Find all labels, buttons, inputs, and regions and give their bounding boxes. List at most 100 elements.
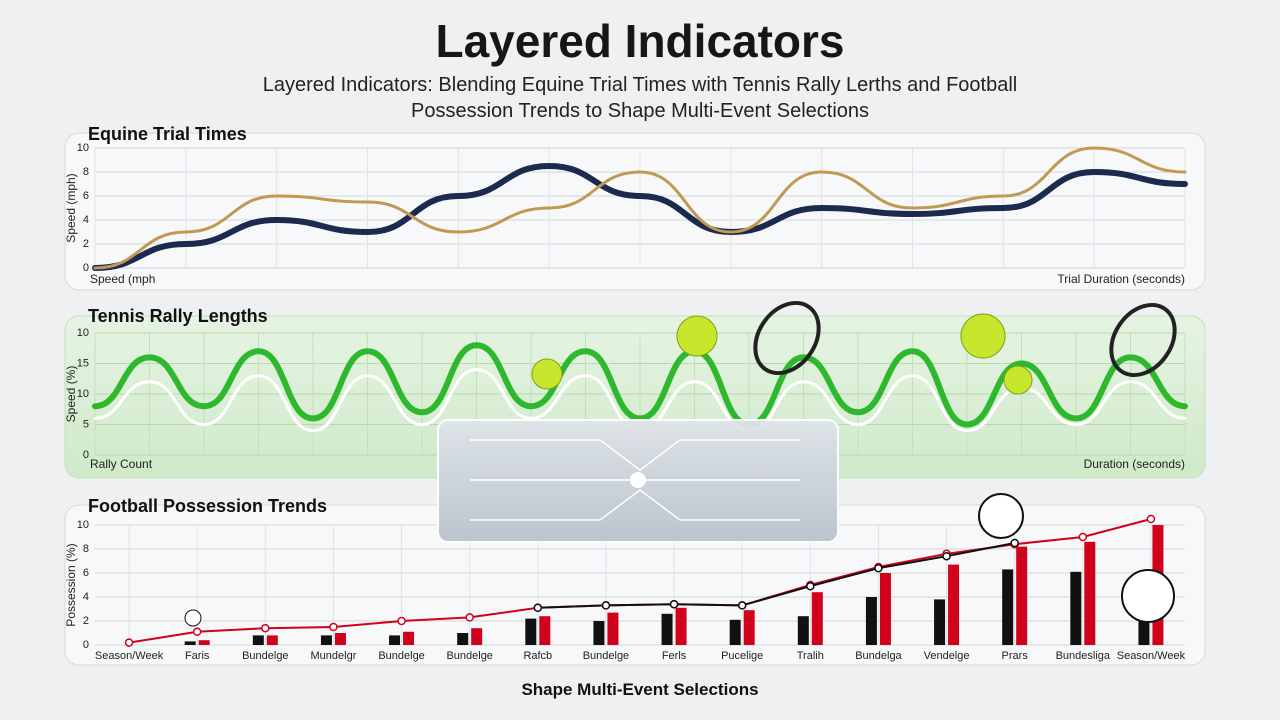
x-tick-label: Vendelge bbox=[924, 650, 970, 662]
y-tick-label: 8 bbox=[83, 543, 89, 555]
tennis-ball bbox=[1003, 365, 1033, 395]
tennis-ball bbox=[531, 358, 563, 390]
y-tick-label: 0 bbox=[83, 262, 89, 274]
y-tick-label: 0 bbox=[83, 449, 89, 461]
line-marker bbox=[124, 638, 134, 647]
bar bbox=[607, 612, 619, 645]
bar bbox=[593, 621, 605, 645]
racket bbox=[1109, 302, 1177, 378]
line-marker bbox=[1010, 538, 1019, 548]
x-axis-label: Duration (seconds) bbox=[1084, 457, 1185, 471]
bar bbox=[729, 619, 741, 645]
bar bbox=[539, 616, 551, 645]
y-tick-label: 4 bbox=[83, 214, 89, 226]
chart-title: Football Possession Trends bbox=[88, 496, 327, 516]
bar bbox=[948, 564, 960, 645]
y-tick-label: 5 bbox=[83, 418, 89, 430]
line-series bbox=[93, 146, 1187, 270]
line-marker bbox=[806, 581, 815, 591]
y-tick-label: 10 bbox=[77, 388, 89, 400]
x-tick-label: Mundelgr bbox=[311, 650, 357, 662]
line-marker bbox=[261, 623, 270, 633]
x-tick-label: Season/Week bbox=[95, 650, 164, 662]
bar bbox=[334, 633, 346, 645]
x-axis-label-left: Rally Count bbox=[90, 457, 153, 471]
soccer-ball bbox=[978, 493, 1024, 539]
line-marker bbox=[669, 599, 679, 609]
racket bbox=[753, 300, 821, 376]
y-tick-label: 2 bbox=[83, 238, 89, 250]
x-tick-label: Faris bbox=[185, 650, 210, 662]
x-axis-label-left: Speed (mph bbox=[90, 272, 155, 286]
circuit-node bbox=[630, 472, 646, 488]
x-tick-label: Prars bbox=[1002, 650, 1029, 662]
line-marker bbox=[329, 622, 338, 632]
x-tick-label: Bundelge bbox=[583, 650, 630, 662]
y-axis-label: Possession (%) bbox=[64, 543, 78, 626]
line-marker bbox=[1146, 514, 1156, 524]
y-tick-label: 10 bbox=[77, 519, 89, 531]
tennis-ball bbox=[960, 313, 1006, 359]
page-title: Layered Indicators bbox=[435, 15, 845, 67]
x-tick-label: Season/Week bbox=[1117, 650, 1186, 662]
y-tick-label: 15 bbox=[77, 357, 89, 369]
bar bbox=[1138, 618, 1150, 645]
line-marker bbox=[601, 601, 611, 610]
x-tick-label: Ferls bbox=[662, 650, 687, 662]
decoration bbox=[184, 300, 1177, 627]
y-tick-label: 4 bbox=[83, 591, 89, 603]
y-axis-label: Speed (mph) bbox=[64, 173, 78, 242]
bar bbox=[934, 599, 946, 645]
y-tick-label: 6 bbox=[83, 567, 89, 579]
y-tick-label: 10 bbox=[77, 327, 89, 339]
y-tick-label: 2 bbox=[83, 615, 89, 627]
bar bbox=[525, 618, 537, 645]
bar bbox=[797, 616, 809, 645]
bar bbox=[1070, 571, 1082, 645]
y-tick-label: 6 bbox=[83, 190, 89, 202]
bar bbox=[266, 635, 278, 645]
line-series bbox=[92, 342, 1188, 428]
line-marker bbox=[397, 616, 406, 626]
bar bbox=[1084, 541, 1096, 645]
bar bbox=[811, 592, 823, 645]
x-tick-label: Bundelge bbox=[378, 650, 425, 662]
x-tick-label: Bundesliga bbox=[1056, 650, 1111, 662]
line-marker bbox=[1078, 532, 1088, 542]
line-marker bbox=[737, 601, 747, 610]
x-tick-label: Bundelga bbox=[855, 650, 902, 662]
line-marker bbox=[942, 551, 951, 561]
y-tick-label: 10 bbox=[77, 142, 89, 154]
bar bbox=[879, 573, 891, 645]
line-series bbox=[92, 163, 1188, 271]
bar bbox=[865, 597, 877, 645]
bar bbox=[184, 641, 196, 645]
line-marker bbox=[874, 563, 883, 573]
soccer-ball bbox=[184, 609, 202, 627]
bar bbox=[743, 610, 755, 645]
bar bbox=[252, 635, 264, 645]
soccer-ball bbox=[1121, 569, 1175, 623]
bar bbox=[661, 613, 673, 645]
x-axis-label: Trial Duration (seconds) bbox=[1057, 272, 1185, 286]
chart-title: Equine Trial Times bbox=[88, 124, 247, 144]
bar bbox=[675, 607, 687, 645]
x-tick-label: Bundelge bbox=[242, 650, 289, 662]
bar bbox=[1016, 546, 1028, 645]
bar bbox=[1002, 569, 1014, 645]
bar bbox=[471, 628, 483, 645]
y-axis-label: Speed (%) bbox=[64, 366, 78, 423]
x-tick-label: Rafcb bbox=[523, 650, 552, 662]
x-tick-label: Tralih bbox=[797, 650, 824, 662]
line-marker bbox=[192, 627, 202, 637]
footer-text: Shape Multi-Event Selections bbox=[521, 680, 759, 699]
bar bbox=[198, 640, 210, 645]
y-tick-label: 0 bbox=[83, 639, 89, 651]
chart-title: Tennis Rally Lengths bbox=[88, 306, 268, 326]
page-subtitle: Layered Indicators: Blending Equine Tria… bbox=[262, 74, 1018, 122]
line-marker bbox=[533, 603, 543, 613]
bar bbox=[457, 633, 469, 645]
bar bbox=[403, 631, 415, 645]
